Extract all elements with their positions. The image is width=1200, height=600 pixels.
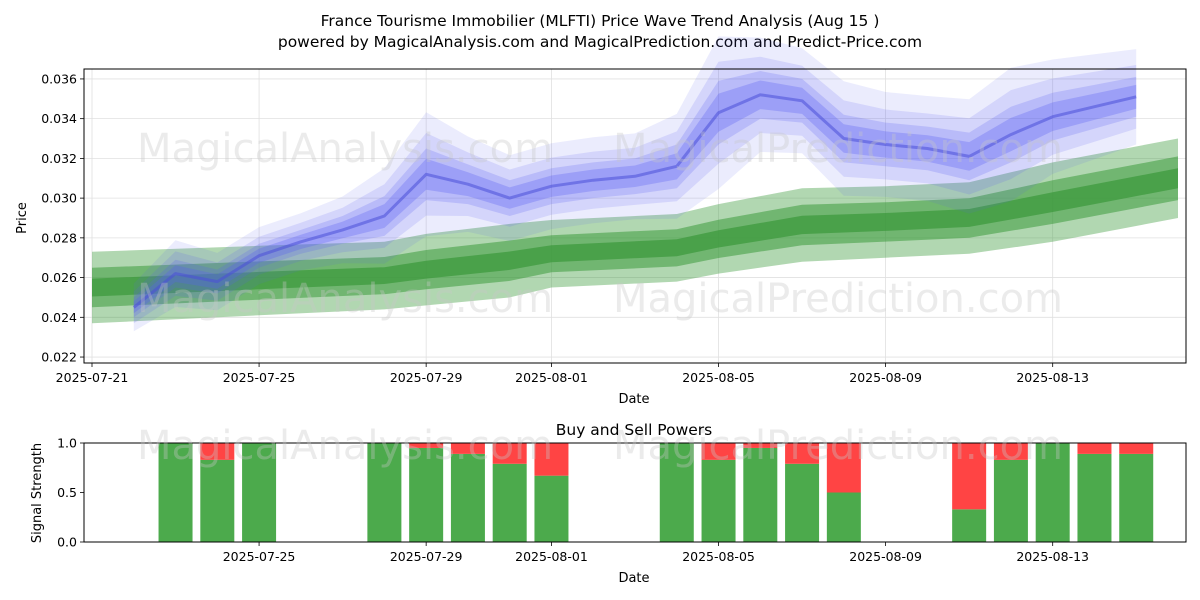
price-ytick-label: 0.024 — [41, 310, 77, 325]
buy-bar — [200, 459, 235, 542]
buy-bar — [952, 509, 987, 542]
power-plot-frame — [83, 442, 1187, 543]
sell-bar — [1119, 443, 1154, 454]
buy-bar — [1119, 453, 1154, 542]
price-xtick-label: 2025-08-09 — [849, 370, 922, 385]
buy-bar — [1035, 443, 1070, 542]
watermark-bottom-right: MagicalPrediction.com — [613, 423, 1063, 469]
buy-bar — [409, 447, 444, 542]
watermark-bottom-left: MagicalAnalysis.com — [137, 423, 553, 469]
power-xtick-label: 2025-07-25 — [223, 549, 296, 564]
power-xtick-label: 2025-08-13 — [1016, 549, 1089, 564]
price-wave-band — [133, 71, 1137, 318]
sell-bar — [492, 443, 527, 464]
buy-bar — [659, 443, 694, 542]
sell-bar — [450, 443, 485, 454]
sell-bar — [826, 443, 861, 493]
sell-bar — [200, 443, 235, 460]
watermark-mid-right: MagicalPrediction.com — [613, 276, 1063, 322]
price-xaxis-label: Date — [618, 392, 649, 407]
watermark-top-right: MagicalPrediction.com — [613, 126, 1063, 172]
price-wave-line — [132, 93, 1137, 309]
power-ytick-label: 0.0 — [57, 535, 77, 550]
price-xtick-label: 2025-08-01 — [515, 370, 588, 385]
price-xtick-label: 2025-07-25 — [223, 370, 296, 385]
buy-bar — [450, 453, 485, 542]
figure-title-line2: powered by MagicalAnalysis.com and Magic… — [278, 33, 922, 51]
sell-bar — [952, 443, 987, 510]
power-ytick-label: 1.0 — [57, 436, 77, 451]
buy-bar — [534, 475, 569, 542]
buy-bar — [743, 447, 778, 542]
sell-bar — [743, 443, 778, 448]
power-xtick-label: 2025-08-05 — [682, 549, 755, 564]
watermark-mid-left: MagicalAnalysis.com — [137, 276, 553, 322]
price-ytick-label: 0.036 — [41, 71, 77, 86]
power-xaxis-label: Date — [618, 571, 649, 586]
buy-bar — [1077, 453, 1112, 542]
power-chart-title: Buy and Sell Powers — [556, 421, 713, 439]
price-ytick-label: 0.022 — [41, 350, 77, 365]
power-xtick-label: 2025-07-29 — [390, 549, 463, 564]
buy-bar — [242, 443, 277, 542]
price-plot-frame — [83, 68, 1187, 364]
watermarks: MagicalAnalysis.com MagicalPrediction.co… — [137, 126, 1063, 469]
figure-title-line1: France Tourisme Immobilier (MLFTI) Price… — [321, 12, 880, 30]
buy-bar — [826, 492, 861, 542]
buy-bar — [492, 463, 527, 542]
sell-bar — [1077, 443, 1112, 454]
trend-band — [92, 168, 1178, 297]
power-ytick-label: 0.5 — [57, 485, 77, 500]
price-xtick-label: 2025-08-13 — [1016, 370, 1089, 385]
price-xtick-label: 2025-07-29 — [390, 370, 463, 385]
price-wave-band — [133, 56, 1137, 324]
price-ytick-label: 0.032 — [41, 151, 77, 166]
sell-bar — [785, 443, 820, 464]
price-xtick-label: 2025-07-21 — [56, 370, 129, 385]
power-xtick-label: 2025-08-09 — [849, 549, 922, 564]
price-xtick-label: 2025-08-05 — [682, 370, 755, 385]
buy-bar — [993, 459, 1028, 542]
sell-bar — [409, 443, 444, 448]
watermark-top-left: MagicalAnalysis.com — [137, 126, 553, 172]
price-wave-band — [133, 80, 1137, 314]
sell-bar — [993, 443, 1028, 460]
price-ytick-label: 0.028 — [41, 230, 77, 245]
power-yaxis-label: Signal Strength — [30, 443, 45, 543]
buy-bar — [785, 463, 820, 542]
sell-bar — [701, 443, 736, 460]
buy-bar — [367, 443, 402, 542]
price-ytick-label: 0.030 — [41, 191, 77, 206]
price-ytick-label: 0.026 — [41, 270, 77, 285]
buy-bar — [701, 459, 736, 542]
price-yaxis-label: Price — [15, 202, 30, 234]
price-wave-band — [133, 36, 1137, 332]
buy-bar — [158, 443, 193, 542]
price-ytick-label: 0.034 — [41, 111, 77, 126]
power-xtick-label: 2025-08-01 — [515, 549, 588, 564]
sell-bar — [534, 443, 569, 476]
